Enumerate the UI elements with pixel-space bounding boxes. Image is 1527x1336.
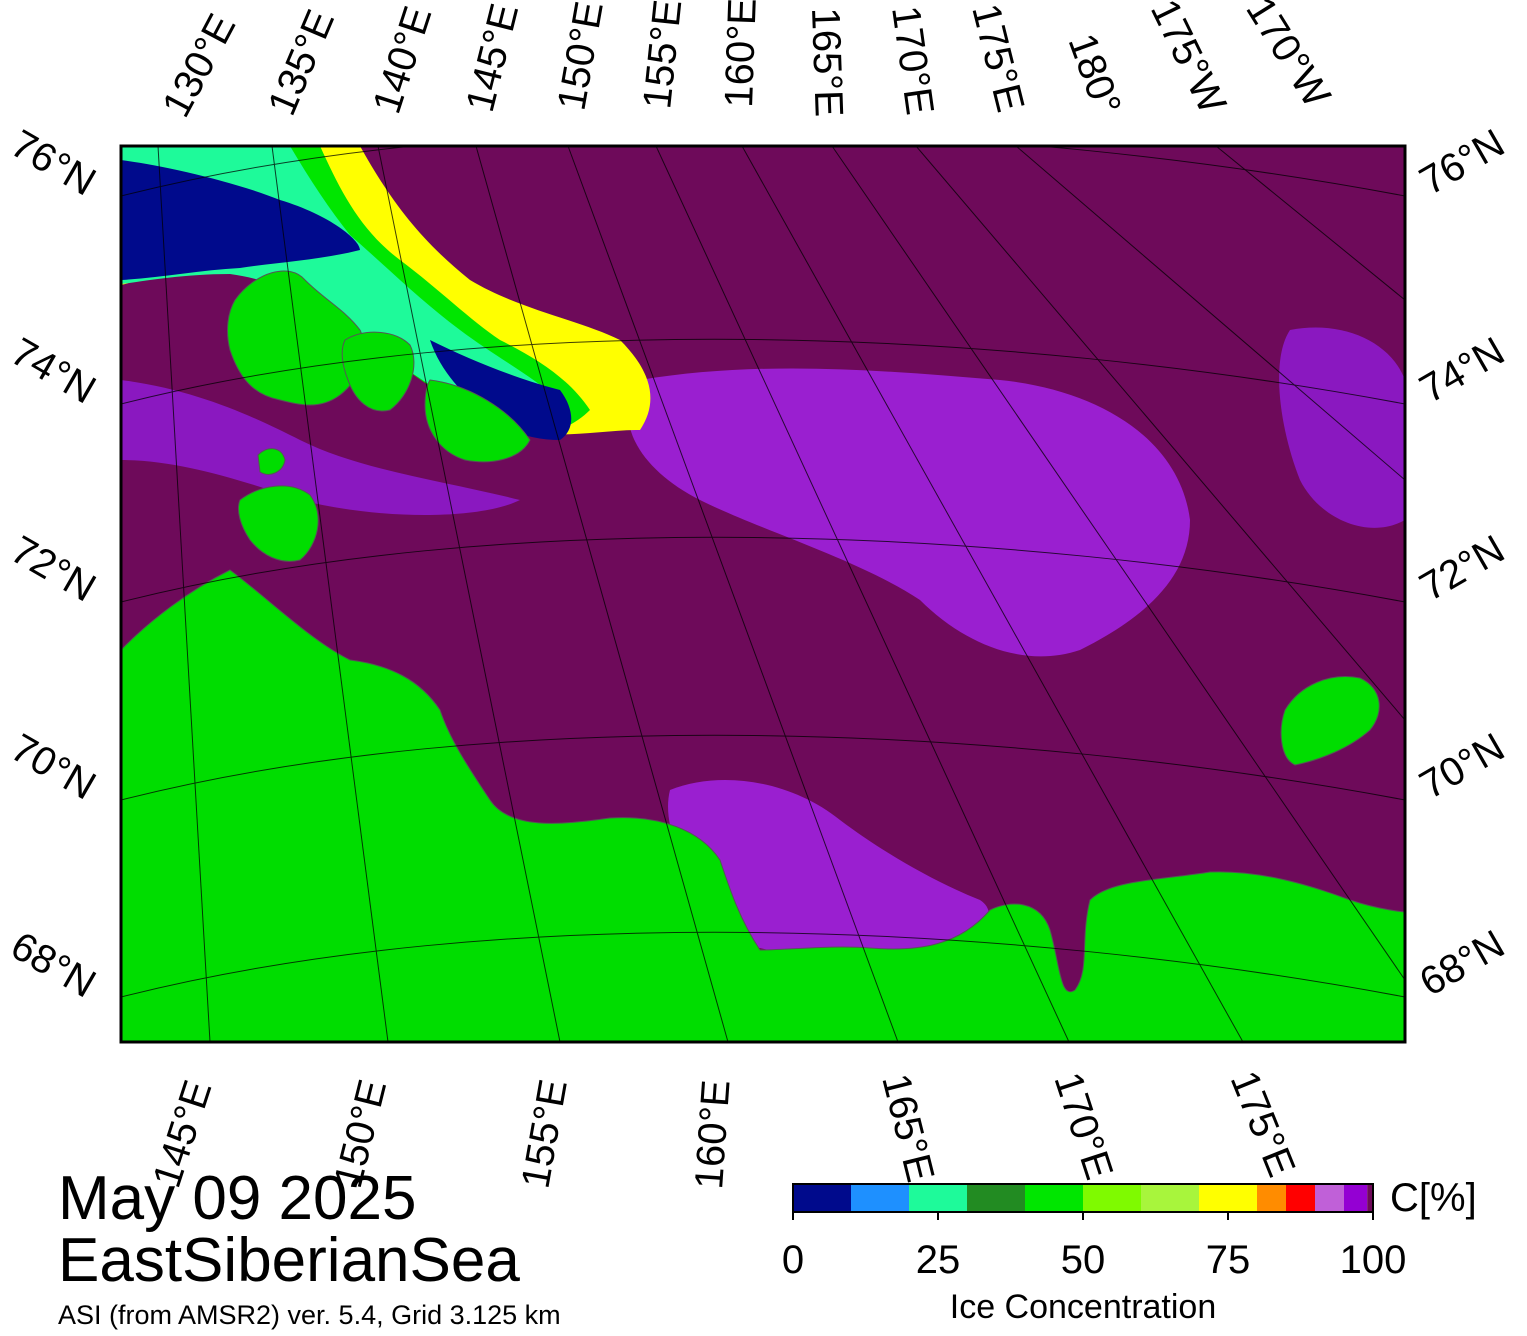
legend-ticks — [792, 1212, 1374, 1220]
bottom-lon-label: 170°E — [1045, 1067, 1121, 1185]
ice-region-west — [121, 380, 520, 515]
legend-tick-label: 75 — [1205, 1238, 1251, 1282]
top-lon-label: 165°E — [803, 7, 851, 118]
legend-tick-label: 25 — [915, 1238, 961, 1282]
bottom-lon-label: 165°E — [873, 1070, 942, 1187]
map-frame — [119, 144, 1407, 1044]
top-lon-label: 170°E — [883, 3, 942, 117]
left-lat-label: 76°N — [4, 122, 103, 205]
land-wrangel — [1280, 676, 1380, 766]
right-lat-label: 74°N — [1413, 329, 1512, 412]
bottom-lon-label: 160°E — [687, 1078, 739, 1190]
land-kotelny — [227, 270, 365, 406]
legend-unit: C[%] — [1390, 1176, 1477, 1220]
top-lon-label: 155°E — [635, 0, 690, 111]
ice-region-east — [1279, 327, 1405, 528]
legend-bin — [967, 1184, 1025, 1212]
right-lat-label: 68°N — [1413, 922, 1512, 1005]
top-lon-label: 140°E — [365, 1, 441, 119]
legend-tick-label: 50 — [1060, 1238, 1106, 1282]
top-lon-label: 145°E — [458, 0, 527, 116]
left-latitude-labels: 76°N 74°N 72°N 70°N 68°N — [4, 122, 103, 1007]
legend-tick-label: 100 — [1339, 1238, 1407, 1282]
legend-bin — [1344, 1184, 1368, 1212]
land-mainland — [121, 569, 1405, 1042]
top-lon-label: 130°E — [154, 7, 244, 124]
land-bolshoy-lyakhovsky — [237, 485, 319, 562]
land-bunge — [341, 331, 415, 412]
legend-bin — [1257, 1184, 1286, 1212]
legend-bin — [1141, 1184, 1199, 1212]
right-lat-label: 76°N — [1413, 121, 1512, 204]
legend-tick-label: 0 — [781, 1238, 805, 1282]
map-content — [121, 146, 1405, 1042]
right-lat-label: 70°N — [1413, 725, 1512, 808]
map-region: EastSiberianSea — [58, 1226, 520, 1295]
left-lat-label: 74°N — [4, 330, 103, 413]
legend-bin — [909, 1184, 967, 1212]
ice-region-90-95 — [628, 368, 1190, 657]
legend-bin — [1083, 1184, 1141, 1212]
map-subtitle: ASI (from AMSR2) ver. 5.4, Grid 3.125 km — [58, 1300, 561, 1330]
left-lat-label: 70°N — [4, 726, 103, 809]
left-lat-label: 68°N — [4, 924, 103, 1007]
top-lon-label: 160°E — [717, 0, 765, 108]
legend-bin — [1315, 1184, 1344, 1212]
top-lon-label: 170°W — [1237, 0, 1338, 115]
top-lon-label: 175°W — [1142, 0, 1234, 120]
bottom-lon-label: 155°E — [514, 1076, 576, 1191]
legend-title: Ice Concentration — [949, 1288, 1217, 1326]
top-lon-label: 180° — [1060, 28, 1130, 121]
land-new-siberia — [424, 379, 531, 463]
legend-bin — [1199, 1184, 1257, 1212]
legend-bin — [1025, 1184, 1083, 1212]
legend-bin — [1286, 1184, 1315, 1212]
top-lon-label: 175°E — [963, 0, 1032, 116]
bottom-lon-label: 175°E — [1222, 1065, 1304, 1183]
top-lon-label: 135°E — [260, 4, 343, 122]
top-lon-label: 150°E — [550, 0, 612, 114]
polynya-east — [430, 340, 572, 440]
legend-bin — [1367, 1184, 1373, 1212]
map-date: May 09 2025 — [58, 1164, 417, 1233]
right-lat-label: 72°N — [1413, 527, 1512, 610]
right-latitude-labels: 76°N 74°N 72°N 70°N 68°N — [1413, 121, 1512, 1005]
left-lat-label: 72°N — [4, 528, 103, 611]
legend-bin — [851, 1184, 909, 1212]
ice-region-coastal — [668, 780, 989, 960]
polynya-laptev-dark — [121, 160, 360, 280]
legend-colorbar — [793, 1184, 1373, 1212]
top-longitude-labels: 130°E 135°E 140°E 145°E 150°E 155°E 160°E 165°E… — [154, 0, 1339, 124]
graticule — [121, 146, 1405, 1042]
land-small-island — [257, 448, 286, 475]
legend-bin — [793, 1184, 851, 1212]
